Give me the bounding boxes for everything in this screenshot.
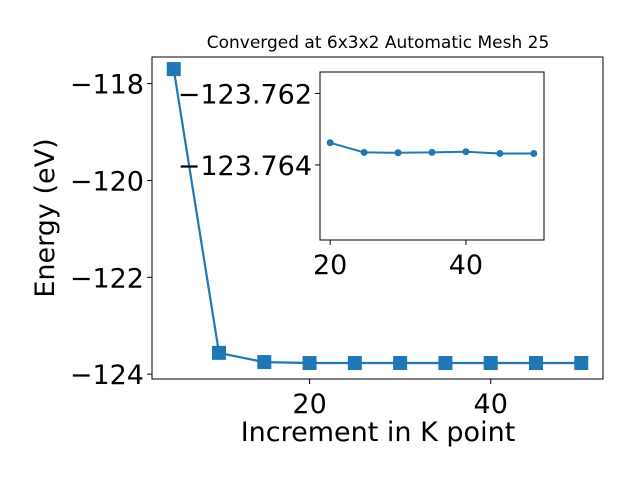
main-x-ticks: 20 40 bbox=[292, 379, 508, 420]
main-data-point bbox=[347, 356, 362, 371]
inset-y-tick-label: −123.762 bbox=[178, 79, 312, 110]
main-data-point bbox=[483, 356, 498, 371]
main-series bbox=[166, 62, 589, 371]
y-axis-label: Energy (eV) bbox=[30, 138, 61, 297]
inset-series bbox=[326, 139, 538, 157]
inset-x-tick-label: 40 bbox=[449, 250, 483, 281]
inset-data-point bbox=[428, 148, 436, 156]
chart-title: Converged at 6x3x2 Automatic Mesh 25 bbox=[207, 33, 550, 53]
inset-x-tick-label: 20 bbox=[313, 250, 347, 281]
inset-axes-frame bbox=[319, 71, 545, 241]
inset-data-point bbox=[360, 148, 368, 156]
inset-x-ticks: 20 40 bbox=[313, 240, 483, 281]
x-axis-label: Increment in K point bbox=[241, 417, 516, 448]
inset-data-point bbox=[394, 149, 402, 157]
main-data-point bbox=[212, 345, 227, 360]
main-y-tick-label: −120 bbox=[70, 166, 144, 197]
main-axes-frame bbox=[151, 56, 604, 380]
main-data-point bbox=[574, 356, 589, 371]
main-data-point bbox=[438, 356, 453, 371]
main-data-point bbox=[302, 356, 317, 371]
main-data-point bbox=[393, 356, 408, 371]
main-data-point bbox=[257, 355, 272, 370]
inset-data-point bbox=[326, 139, 334, 147]
main-x-tick-label: 20 bbox=[292, 389, 326, 420]
main-y-tick-label: −118 bbox=[70, 70, 144, 101]
main-axes: 20 40 −118−120−122−124 bbox=[70, 56, 604, 420]
inset-axes: 20 40 −123.764−123.762 bbox=[178, 71, 545, 281]
main-data-point bbox=[166, 62, 181, 77]
inset-data-point bbox=[530, 149, 538, 157]
main-y-tick-label: −122 bbox=[70, 263, 144, 294]
main-y-tick-label: −124 bbox=[70, 360, 144, 391]
inset-y-ticks: −123.764 −123.762 bbox=[178, 79, 320, 182]
inset-y-tick-label: −123.764 bbox=[178, 151, 312, 182]
main-series-line bbox=[172, 68, 582, 365]
inset-data-point bbox=[462, 148, 470, 156]
main-data-point bbox=[528, 356, 543, 371]
main-y-ticks: −118 −120 −122 −124 bbox=[70, 70, 152, 391]
main-x-tick-label: 40 bbox=[474, 389, 508, 420]
inset-data-point bbox=[496, 149, 504, 157]
